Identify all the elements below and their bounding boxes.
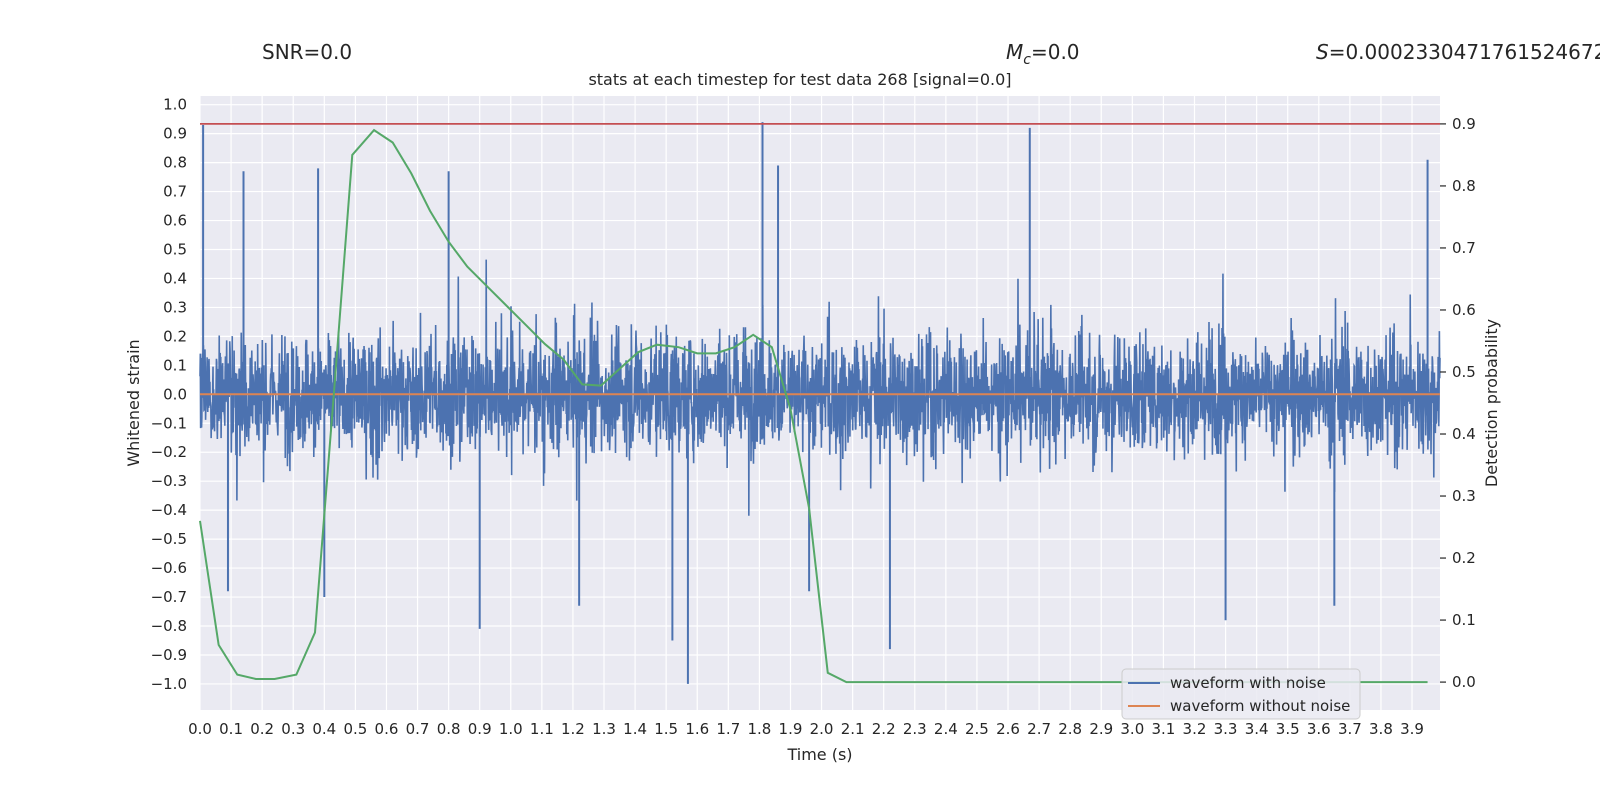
y2-axis-label: Detection probability	[1482, 319, 1501, 487]
x-tick-label: 0.2	[250, 720, 274, 738]
x-tick-label: 1.5	[654, 720, 678, 738]
x-tick-label: 1.4	[623, 720, 647, 738]
chirp-mass-symbol: M	[1006, 40, 1024, 64]
y-tick-label: 0.7	[163, 183, 187, 201]
x-tick-label: 0.7	[406, 720, 430, 738]
s-value: =0.00023304717615246727	[1328, 40, 1600, 64]
y2-axis-ticks: 0.9 0.8 0.7 0.6 0.5 0.4 0.3 0.2 0.1 0.0	[1440, 115, 1476, 691]
y-tick-label: −0.8	[151, 617, 187, 635]
x-tick-label: 1.7	[716, 720, 740, 738]
x-tick-label: 0.6	[375, 720, 399, 738]
y-tick-label: 0.1	[163, 356, 187, 374]
x-tick-label: 1.3	[592, 720, 616, 738]
legend-label-clean: waveform without noise	[1170, 697, 1350, 715]
x-tick-label: 1.0	[499, 720, 523, 738]
x-tick-label: 2.1	[841, 720, 865, 738]
y2-tick-label: 0.8	[1452, 177, 1476, 195]
x-tick-label: 0.0	[188, 720, 212, 738]
chirp-mass-label: Mc=0.0	[1006, 40, 1080, 68]
y-tick-label: −0.4	[151, 501, 187, 519]
x-tick-label: 3.1	[1151, 720, 1175, 738]
x-tick-label: 3.7	[1338, 720, 1362, 738]
x-tick-label: 0.1	[219, 720, 243, 738]
x-tick-label: 0.9	[468, 720, 492, 738]
y-tick-label: 1.0	[163, 96, 187, 114]
legend-box	[1121, 668, 1361, 720]
y-tick-label: 0.6	[163, 212, 187, 230]
legend: waveform with noise waveform without noi…	[1121, 668, 1361, 720]
chirp-mass-subscript: c	[1023, 52, 1031, 68]
s-symbol: S	[1316, 40, 1329, 64]
x-tick-label: 3.8	[1369, 720, 1393, 738]
x-tick-label: 0.5	[343, 720, 367, 738]
legend-label-noise: waveform with noise	[1170, 674, 1326, 692]
y2-tick-label: 0.2	[1452, 549, 1476, 567]
detection-probability-line	[199, 128, 1428, 684]
x-tick-label: 2.9	[1089, 720, 1113, 738]
y2-tick-label: 0.7	[1452, 239, 1476, 257]
y2-tick-label: 0.4	[1452, 425, 1476, 443]
y-tick-label: −1.0	[151, 675, 187, 693]
x-tick-label: 3.0	[1120, 720, 1144, 738]
y-tick-label: −0.5	[151, 530, 187, 548]
y-tick-label: 0.2	[163, 327, 187, 345]
y-tick-label: 0.3	[163, 298, 187, 316]
y-tick-label: −0.6	[151, 559, 187, 577]
x-tick-label: 2.2	[872, 720, 896, 738]
x-tick-label: 3.5	[1276, 720, 1300, 738]
x-tick-label: 0.3	[281, 720, 305, 738]
y-axis-label: Whitened strain	[124, 339, 143, 466]
x-tick-label: 3.4	[1245, 720, 1269, 738]
chirp-mass-value: =0.0	[1030, 40, 1080, 64]
x-tick-label: 2.7	[1027, 720, 1051, 738]
y2-tick-label: 0.9	[1452, 115, 1476, 133]
y2-tick-label: 0.3	[1452, 487, 1476, 505]
x-axis-label: Time (s)	[786, 745, 852, 764]
x-tick-label: 1.8	[747, 720, 771, 738]
series-layer	[199, 123, 1440, 684]
y-tick-label: −0.7	[151, 588, 187, 606]
x-tick-label: 2.5	[965, 720, 989, 738]
s-statistic-label: S=0.00023304717615246727	[1316, 40, 1600, 64]
y-tick-label: 0.4	[163, 269, 187, 287]
chart-title: stats at each timestep for test data 268…	[588, 70, 1012, 89]
y-tick-label: 0.5	[163, 241, 187, 259]
y2-tick-label: 0.0	[1452, 673, 1476, 691]
y2-tick-label: 0.5	[1452, 363, 1476, 381]
y-tick-label: 0.9	[163, 125, 187, 143]
snr-label: SNR=0.0	[262, 40, 353, 64]
x-axis-ticks: 0.0 0.1 0.2 0.3 0.4 0.5 0.6 0.7 0.8 0.9 1.0 1.1 1.2 1…	[188, 720, 1424, 738]
x-tick-label: 3.6	[1307, 720, 1331, 738]
y-tick-label: −0.2	[151, 443, 187, 461]
x-tick-label: 2.4	[934, 720, 958, 738]
y-tick-label: −0.9	[151, 646, 187, 664]
y-tick-label: −0.3	[151, 472, 187, 490]
x-tick-label: 0.4	[312, 720, 336, 738]
waveform-with-noise-line	[199, 259, 1441, 516]
x-tick-label: 1.9	[779, 720, 803, 738]
x-tick-label: 0.8	[437, 720, 461, 738]
x-tick-label: 2.6	[996, 720, 1020, 738]
x-tick-label: 1.2	[561, 720, 585, 738]
y-tick-label: 0.0	[163, 385, 187, 403]
x-tick-label: 2.0	[810, 720, 834, 738]
y2-tick-label: 0.6	[1452, 301, 1476, 319]
x-tick-label: 1.6	[685, 720, 709, 738]
y-axis-ticks: 1.0 0.9 0.8 0.7 0.6 0.5 0.4 0.3 0.2 0.1 0.0 −0.1 −0.…	[151, 96, 187, 693]
x-tick-label: 3.9	[1400, 720, 1424, 738]
x-tick-label: 3.3	[1214, 720, 1238, 738]
x-tick-label: 2.8	[1058, 720, 1082, 738]
y-tick-label: −0.1	[151, 414, 187, 432]
x-tick-label: 3.2	[1183, 720, 1207, 738]
x-tick-label: 2.3	[903, 720, 927, 738]
y-tick-label: 0.8	[163, 154, 187, 172]
noise-waveform-layer	[199, 122, 1441, 684]
y2-tick-label: 0.1	[1452, 611, 1476, 629]
x-tick-label: 1.1	[530, 720, 554, 738]
